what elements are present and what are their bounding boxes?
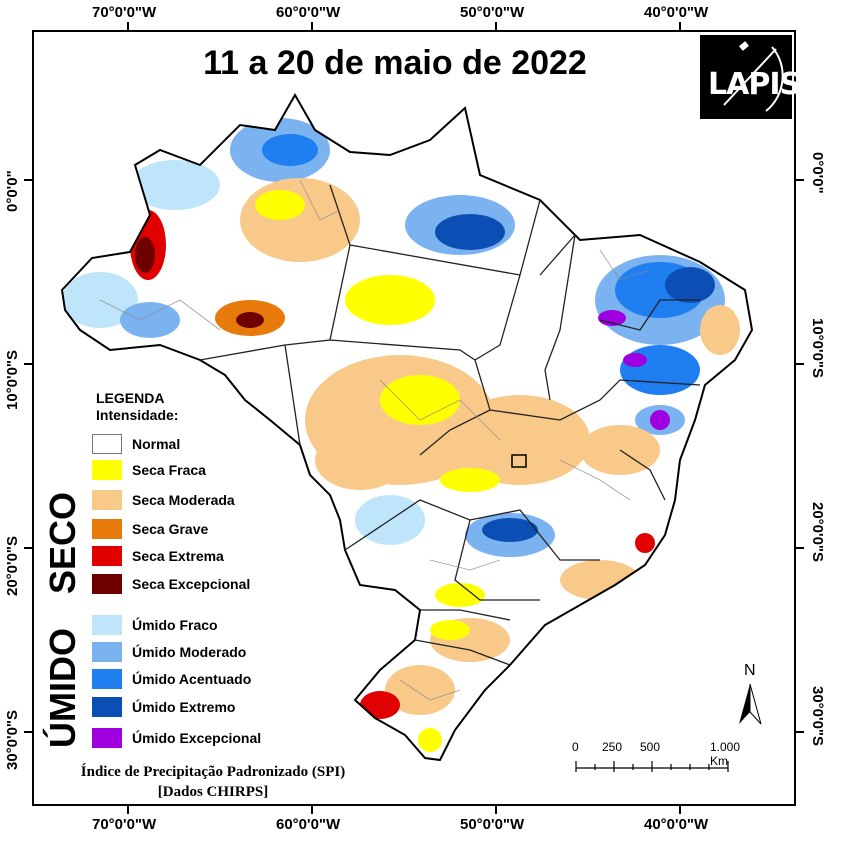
longitude-label-top-60w: 60°0'0"W: [276, 4, 341, 21]
lapis-logo-text: LAPIS: [708, 67, 801, 102]
satellite-icon: [723, 41, 784, 112]
legend-swatch-seca-grave: [92, 519, 122, 539]
legend-label-seca-fraca: Seca Fraca: [132, 462, 206, 478]
source-line-2: [Dados CHIRPS]: [157, 784, 269, 800]
north-arrow-icon: [739, 683, 762, 725]
longitude-label-bottom-70w: 70°0'0"W: [92, 816, 157, 833]
legend-title: LEGENDA Intensidade:: [96, 390, 178, 424]
legend-subheading: Intensidade:: [96, 407, 179, 423]
north-arrow: N: [735, 662, 765, 726]
legend-group-seco: SECO: [42, 491, 83, 594]
legend-swatch-umido-excepcional: [92, 728, 122, 748]
legend-swatch-seca-extrema: [92, 546, 122, 566]
scale-label-1000: 1.000 Km: [710, 740, 741, 768]
scale-label-0: 0: [572, 740, 579, 754]
scale-label-250: 250: [602, 740, 623, 754]
legend-label-normal: Normal: [132, 436, 181, 452]
longitude-label-top-40w: 40°0'0"W: [644, 4, 709, 21]
legend-swatch-seca-excepcional: [92, 574, 122, 594]
legend-swatch-normal: [92, 434, 122, 454]
longitude-label-top-70w: 70°0'0"W: [92, 4, 157, 21]
legend-label-seca-grave: Seca Grave: [132, 521, 209, 537]
legend-swatch-umido-moderado: [92, 642, 122, 662]
legend-label-umido-acentuado: Úmido Acentuado: [132, 671, 252, 687]
legend-group-umido: ÚMIDO: [42, 628, 83, 748]
longitude-label-bottom-60w: 60°0'0"W: [276, 816, 341, 833]
legend-label-umido-fraco: Úmido Fraco: [132, 617, 218, 633]
legend-label-umido-excepcional: Úmido Excepcional: [132, 730, 262, 746]
legend-heading: LEGENDA: [96, 390, 165, 406]
longitude-label-bottom-50w: 50°0'0"W: [460, 816, 525, 833]
legend-label-seca-excepcional: Seca Excepcional: [132, 576, 251, 592]
lapis-logo: LAPIS: [700, 35, 801, 119]
map-title: 11 a 20 de maio de 2022: [203, 44, 587, 82]
legend-label-seca-moderada: Seca Moderada: [132, 492, 235, 508]
legend-swatch-umido-fraco: [92, 615, 122, 635]
source-line-1: Índice de Precipitação Padronizado (SPI): [80, 764, 346, 780]
legend-label-umido-extremo: Úmido Extremo: [132, 699, 236, 715]
longitude-label-bottom-40w: 40°0'0"W: [644, 816, 709, 833]
legend-label-seca-extrema: Seca Extrema: [132, 548, 224, 564]
longitude-label-top-50w: 50°0'0"W: [460, 4, 525, 21]
legend-swatch-umido-acentuado: [92, 669, 122, 689]
legend-swatch-seca-fraca: [92, 460, 122, 480]
data-source-caption: Índice de Precipitação Padronizado (SPI)…: [48, 762, 378, 802]
legend-swatch-umido-extremo: [92, 697, 122, 717]
legend-label-umido-moderado: Úmido Moderado: [132, 644, 247, 660]
north-label: N: [744, 662, 756, 679]
legend-swatch-seca-moderada: [92, 490, 122, 510]
scale-bar: 0 250 500 1.000 Km: [570, 740, 760, 780]
scale-ruler: [575, 761, 729, 772]
scale-label-500: 500: [640, 740, 661, 754]
